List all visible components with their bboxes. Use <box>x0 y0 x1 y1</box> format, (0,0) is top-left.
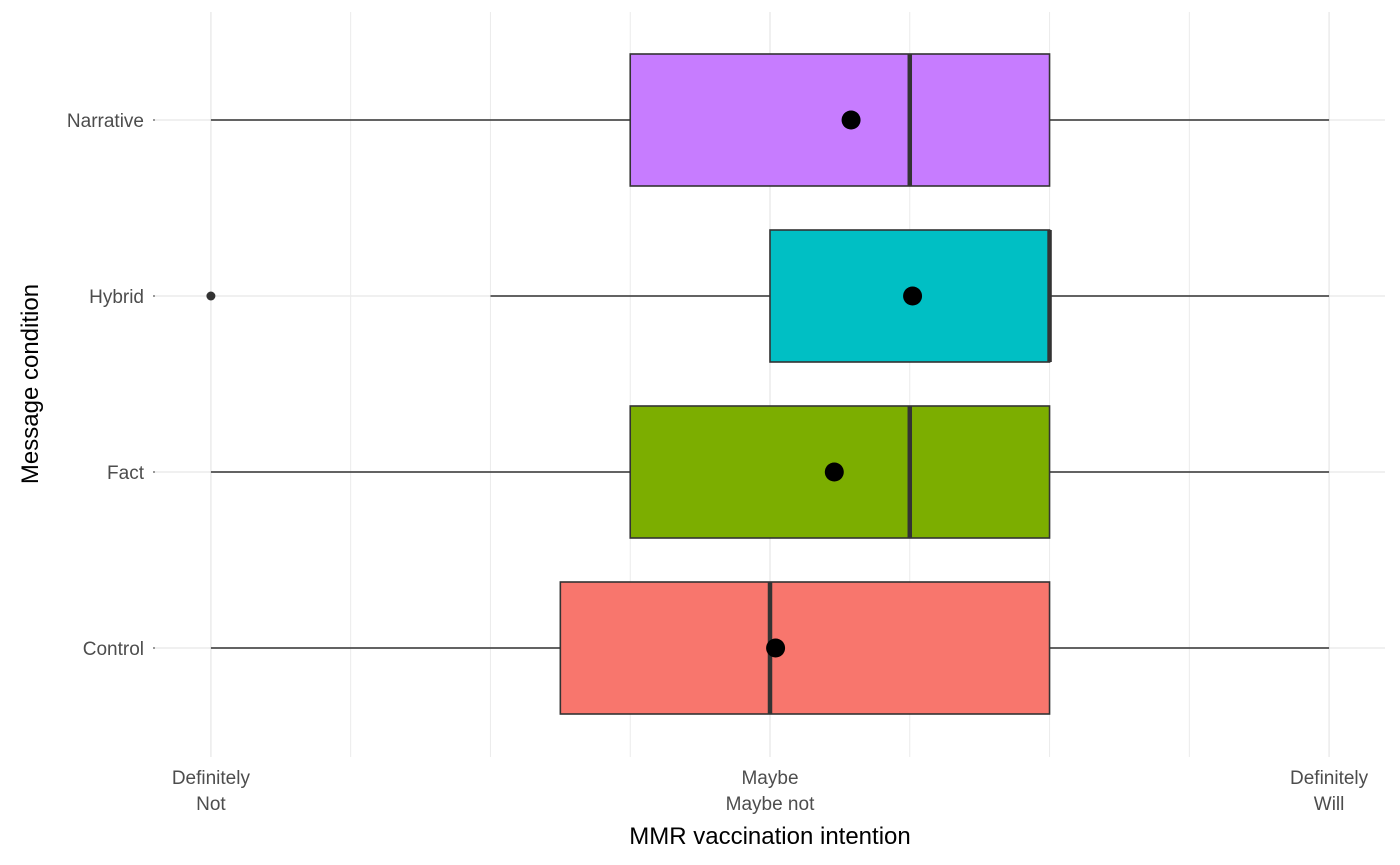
y-tick-label-narrative: Narrative <box>67 111 144 132</box>
box-control <box>559 581 1051 715</box>
whiskers <box>210 119 1330 649</box>
x-tick-label-line: Maybe <box>741 768 798 789</box>
y-tick-label-control: Control <box>83 639 144 660</box>
x-axis-title: MMR vaccination intention <box>629 823 910 850</box>
y-axis-title: Message condition <box>17 284 44 484</box>
mean-point-fact <box>824 462 844 482</box>
mean-point-narrative <box>841 110 861 130</box>
box-narrative <box>629 53 1051 187</box>
x-tick-label-line: Will <box>1314 794 1345 815</box>
x-axis-tick-labels: Definitely Not Maybe Maybe not Definitely Wil… <box>172 768 1369 815</box>
x-tick-label-line: Not <box>196 794 226 815</box>
x-tick-label: Definitely Not <box>172 768 251 815</box>
boxes <box>206 53 1052 715</box>
x-tick-label: Maybe Maybe not <box>726 768 815 815</box>
mean-point-control <box>766 638 786 658</box>
x-tick-label: Definitely Will <box>1290 768 1369 815</box>
x-tick-label-line: Maybe not <box>726 794 815 815</box>
y-tick-label-fact: Fact <box>107 463 145 484</box>
x-tick-label-line: Definitely <box>1290 768 1369 789</box>
outlier-hybrid <box>206 291 216 301</box>
y-tick-label-hybrid: Hybrid <box>89 287 144 308</box>
y-axis-tick-labels: Control Fact Hybrid Narrative <box>67 111 155 660</box>
mean-point-hybrid <box>903 286 923 306</box>
x-tick-label-line: Definitely <box>172 768 251 789</box>
